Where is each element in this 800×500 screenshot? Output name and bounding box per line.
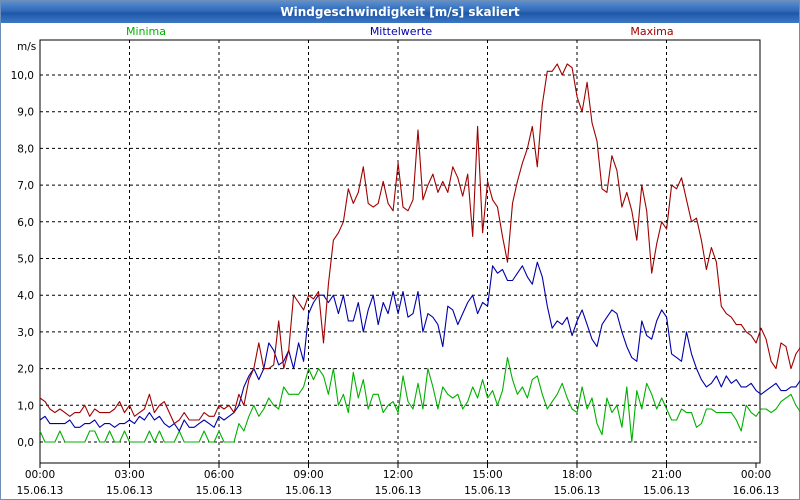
x-tick-date: 16.06.13: [733, 485, 780, 497]
y-tick-label: 8,0: [17, 143, 34, 155]
y-tick-label: 0,0: [17, 437, 34, 449]
y-tick-label: 6,0: [17, 217, 34, 229]
y-tick-label: 2,0: [17, 364, 34, 376]
legend-maxima: Maxima: [630, 25, 673, 38]
x-tick-time: 03:00: [114, 469, 144, 481]
x-tick-time: 00:00: [25, 469, 55, 481]
series-line-maxima: [39, 63, 800, 425]
y-tick-label: 7,0: [17, 180, 34, 192]
x-tick-time: 09:00: [293, 469, 323, 481]
x-tick-date: 15.06.13: [375, 485, 422, 497]
y-tick-label: 9,0: [17, 107, 34, 119]
y-tick-label: 3,0: [17, 327, 34, 339]
series-line-mittelwerte: [39, 261, 800, 432]
series-line-minima: [39, 357, 800, 443]
x-tick-time: 06:00: [204, 469, 234, 481]
x-tick-date: 15.06.13: [464, 485, 511, 497]
x-tick-date: 15.06.13: [643, 485, 690, 497]
x-tick-date: 15.06.13: [285, 485, 332, 497]
x-tick-date: 15.06.13: [106, 485, 153, 497]
x-axis: 00:00 15.06.13 03:00 15.06.13 06:00 15.06.13 0…: [17, 463, 780, 497]
x-tick-date: 15.06.13: [196, 485, 243, 497]
y-axis-unit: m/s: [17, 41, 36, 53]
legend-mittelwerte: Mittelwerte: [370, 25, 433, 38]
plot-border: [39, 39, 761, 464]
x-tick-date: 15.06.13: [17, 485, 64, 497]
window-title: Windgeschwindigkeit [m/s] skaliert: [1, 1, 799, 23]
x-tick-time: 18:00: [562, 469, 592, 481]
y-axis: 0,0 1,0 2,0 3,0 4,0 5,0 6,0 7,0 8,0 9,0 10,0: [11, 70, 34, 449]
y-tick-label: 5,0: [17, 254, 34, 266]
plot-frame: [39, 39, 761, 464]
legend-minima: Minima: [126, 25, 166, 38]
x-tick-time: 12:00: [383, 469, 413, 481]
x-tick-date: 15.06.13: [554, 485, 601, 497]
x-tick-time: 15:00: [472, 469, 502, 481]
x-tick-time: 21:00: [651, 469, 681, 481]
y-tick-label: 4,0: [17, 290, 34, 302]
grid-lines: [40, 40, 760, 463]
series-lines: [39, 63, 800, 443]
x-tick-time: 00:00: [741, 469, 771, 481]
y-tick-label: 1,0: [17, 400, 34, 412]
y-tick-label: 10,0: [11, 70, 34, 82]
